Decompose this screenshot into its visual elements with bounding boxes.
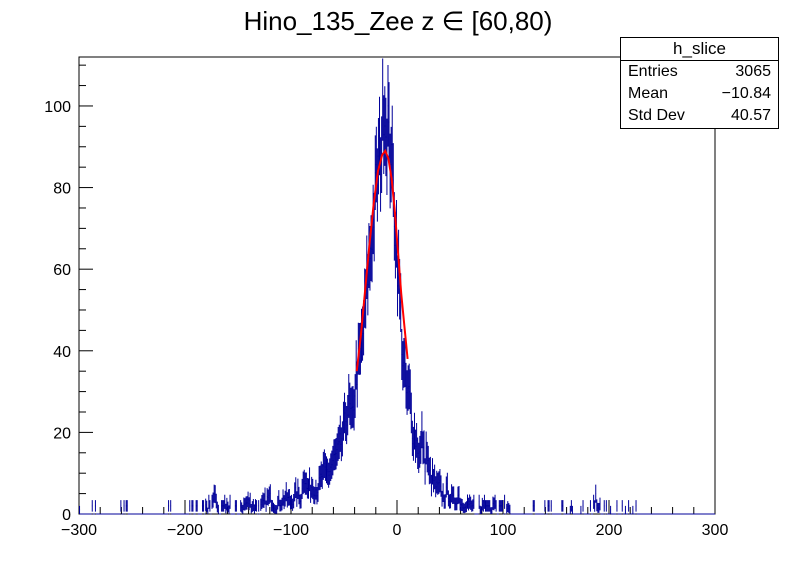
- histogram-layer: [79, 58, 715, 515]
- x-tick-label: 300: [702, 522, 729, 539]
- stats-label: Mean: [628, 85, 669, 102]
- stats-row-mean: Mean −10.84: [621, 83, 778, 105]
- stats-box: h_slice Entries 3065 Mean −10.84 Std Dev…: [620, 37, 779, 129]
- axis-ticks: [78, 64, 716, 515]
- histogram-bins: [79, 58, 715, 515]
- stats-row-entries: Entries 3065: [621, 61, 778, 83]
- x-tick-label: 0: [393, 522, 402, 539]
- stats-value: −10.84: [721, 85, 771, 102]
- y-tick-label: 60: [53, 262, 71, 279]
- x-tick-label: −300: [61, 522, 97, 539]
- tick-labels: −300 −200 −100 0 100 200 300 0 20 40 60 80 100: [44, 99, 728, 539]
- x-tick-label: −100: [273, 522, 309, 539]
- x-tick-label: 100: [490, 522, 517, 539]
- stats-label: Std Dev: [628, 107, 685, 124]
- stats-box-title: h_slice: [621, 38, 778, 61]
- y-tick-label: 80: [53, 181, 71, 198]
- y-tick-label: 20: [53, 425, 71, 442]
- stats-row-stddev: Std Dev 40.57: [621, 105, 778, 127]
- fit-curve: [355, 148, 409, 372]
- y-tick-label: 100: [44, 99, 71, 116]
- stats-value: 3065: [735, 63, 771, 80]
- y-tick-label: 40: [53, 344, 71, 361]
- stats-label: Entries: [628, 63, 678, 80]
- stats-value: 40.57: [730, 107, 771, 124]
- x-tick-label: 200: [596, 522, 623, 539]
- fit-layer: [355, 148, 409, 372]
- y-tick-label: 0: [62, 507, 71, 524]
- x-tick-label: −200: [167, 522, 203, 539]
- chart-title: Hino_135_Zee z ∈ [60,80): [243, 6, 553, 36]
